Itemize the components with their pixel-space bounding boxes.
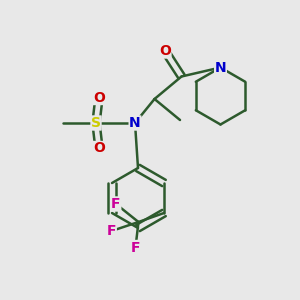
Text: O: O <box>93 142 105 155</box>
Text: S: S <box>91 116 101 130</box>
Text: O: O <box>93 91 105 104</box>
Text: F: F <box>131 241 140 254</box>
Text: O: O <box>159 44 171 58</box>
Text: F: F <box>107 224 116 238</box>
Text: N: N <box>129 116 141 130</box>
Text: F: F <box>111 197 121 211</box>
Text: N: N <box>215 61 226 74</box>
